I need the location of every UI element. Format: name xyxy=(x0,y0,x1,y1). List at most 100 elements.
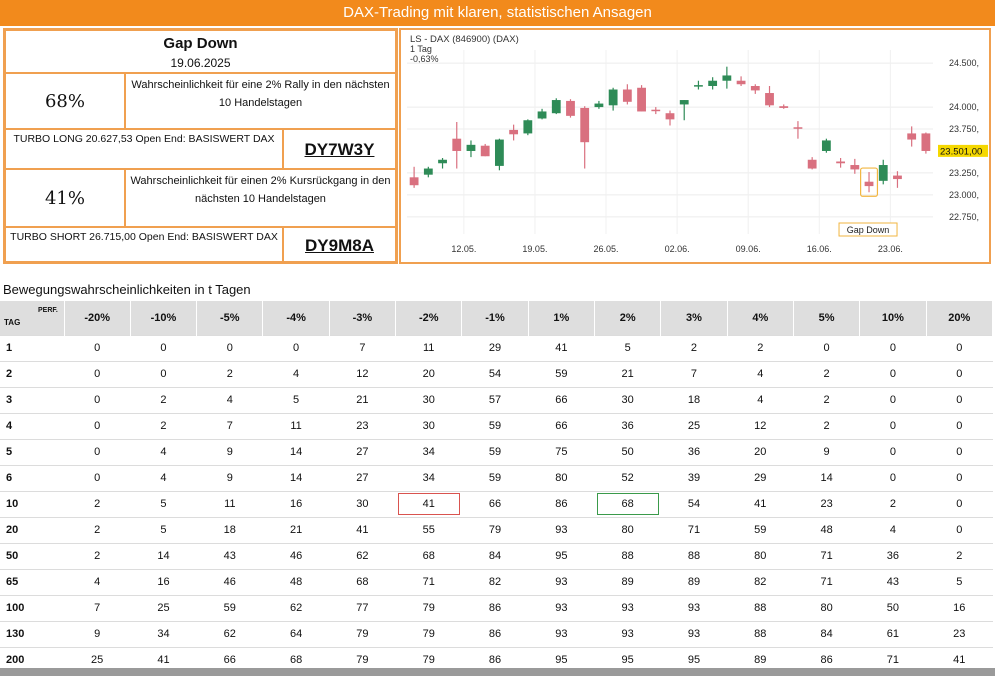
candle-body xyxy=(566,100,575,116)
candle-body xyxy=(736,80,746,85)
table-header-row: PERF. TAG -20% -10% -5% -4% -3% -2% -1% 1% 2% 3% 4… xyxy=(0,301,994,335)
probability-cell: 59 xyxy=(461,464,529,491)
probability-cell: 9 xyxy=(196,464,263,491)
probability-cell: 0 xyxy=(926,412,993,439)
probability-cell: 0 xyxy=(64,386,131,413)
probability-cell: 12 xyxy=(329,360,396,387)
probability-cell: 80 xyxy=(793,594,860,621)
y-tick-label: 22.750, xyxy=(949,212,979,222)
probability-cell: 75 xyxy=(528,438,595,465)
candle-body xyxy=(665,113,675,120)
candle-body xyxy=(893,175,902,180)
last-price-tag xyxy=(938,144,988,157)
signal-info-box: Gap Down 19.06.2025 68% Wahrscheinlichke… xyxy=(3,28,398,264)
probability-cell: 2 xyxy=(926,542,993,569)
candle xyxy=(679,100,689,121)
candle xyxy=(452,122,462,169)
drop-percentage: 41% xyxy=(5,169,125,227)
table-row: 5 0 4 9 14 27 34 59 75 50 36 20 9 0 0 xyxy=(0,438,993,465)
probability-cell: 29 xyxy=(727,464,794,491)
probability-cell: 0 xyxy=(926,516,993,543)
candle xyxy=(622,84,632,105)
table-row: 10 2 5 11 16 30 41 66 86 68 54 41 23 2 0 xyxy=(0,490,993,517)
probability-cell: 93 xyxy=(660,594,728,621)
y-tick-label: 24.500, xyxy=(949,58,979,68)
probability-cell: 2 xyxy=(859,490,927,517)
probability-cell: 79 xyxy=(395,620,462,647)
gap-down-label: Gap Down xyxy=(847,225,890,235)
probability-cell: 0 xyxy=(196,334,263,361)
row-day-label: 100 xyxy=(0,594,64,621)
probability-cell: 34 xyxy=(130,620,197,647)
candle xyxy=(779,104,789,109)
candle-body xyxy=(594,103,604,108)
candle-body xyxy=(551,100,561,114)
probability-cell: 4 xyxy=(262,360,330,387)
x-tick-label: 09.06. xyxy=(736,244,761,254)
probability-cell: 82 xyxy=(727,568,794,595)
probability-cell: 77 xyxy=(329,594,396,621)
turbo-short-code[interactable]: DY9M8A xyxy=(283,227,396,262)
probability-cell: 25 xyxy=(660,412,728,439)
probability-cell: 2 xyxy=(793,386,860,413)
row-day-label: 130 xyxy=(0,620,64,647)
candle xyxy=(551,98,561,115)
probability-cell: 5 xyxy=(130,516,197,543)
row-day-label: 4 xyxy=(0,412,64,439)
probability-cell: 71 xyxy=(793,542,860,569)
rally-percentage: 68% xyxy=(5,73,125,129)
probability-cell: 89 xyxy=(660,568,728,595)
chart-svg: LS - DAX (846900) (DAX) 1 Tag -0,63% 24.… xyxy=(407,34,988,254)
probability-cell: 11 xyxy=(196,490,263,517)
probability-cell: 7 xyxy=(660,360,728,387)
probability-cell: 93 xyxy=(594,594,661,621)
probability-cell: 4 xyxy=(859,516,927,543)
probability-cell: 41 xyxy=(727,490,794,517)
x-tick-label: 02.06. xyxy=(665,244,690,254)
probability-cell: 55 xyxy=(395,516,462,543)
perf-header-7: 1% xyxy=(528,301,596,335)
row-day-label: 6 xyxy=(0,464,64,491)
perf-header-12: 10% xyxy=(859,301,927,335)
probability-cell: 12 xyxy=(727,412,794,439)
probability-cell: 93 xyxy=(594,620,661,647)
probability-cell: 2 xyxy=(727,334,794,361)
probability-cell: 14 xyxy=(262,464,330,491)
probability-cell: 2 xyxy=(793,412,860,439)
perf-header-11: 5% xyxy=(793,301,861,335)
candle-body xyxy=(878,165,888,181)
x-tick-label: 12.05. xyxy=(451,244,476,254)
probability-cell: 88 xyxy=(660,542,728,569)
probability-cell: 34 xyxy=(395,464,462,491)
probability-cell: 18 xyxy=(660,386,728,413)
candle xyxy=(893,171,902,188)
turbo-long-code[interactable]: DY7W3Y xyxy=(283,129,396,169)
probability-cell: 2 xyxy=(196,360,263,387)
probability-cell: 0 xyxy=(859,412,927,439)
candle-body xyxy=(480,145,490,157)
candle-body xyxy=(708,80,718,86)
probability-cell: 71 xyxy=(793,568,860,595)
probability-cell: 14 xyxy=(262,438,330,465)
chart-subtitle-interval: 1 Tag xyxy=(410,44,432,54)
candle-body xyxy=(850,165,860,170)
candle xyxy=(523,119,533,136)
perf-header-5: -2% xyxy=(395,301,463,335)
probability-cell: 0 xyxy=(130,334,197,361)
probability-cell: 54 xyxy=(461,360,529,387)
candle xyxy=(850,158,860,174)
probability-cell: 21 xyxy=(262,516,330,543)
candle xyxy=(480,143,490,157)
probability-cell: 93 xyxy=(528,620,595,647)
probability-cell: 68 xyxy=(594,490,661,517)
candle-body xyxy=(793,127,803,129)
candle xyxy=(921,132,931,154)
probability-cell: 41 xyxy=(395,490,462,517)
probability-cell: 71 xyxy=(660,516,728,543)
table-row: 20 2 5 18 21 41 55 79 93 80 71 59 48 4 0 xyxy=(0,516,993,543)
probability-cell: 4 xyxy=(130,464,197,491)
candle xyxy=(509,124,519,141)
probability-cell: 59 xyxy=(196,594,263,621)
bottom-bar xyxy=(0,668,995,676)
probability-cell: 21 xyxy=(329,386,396,413)
